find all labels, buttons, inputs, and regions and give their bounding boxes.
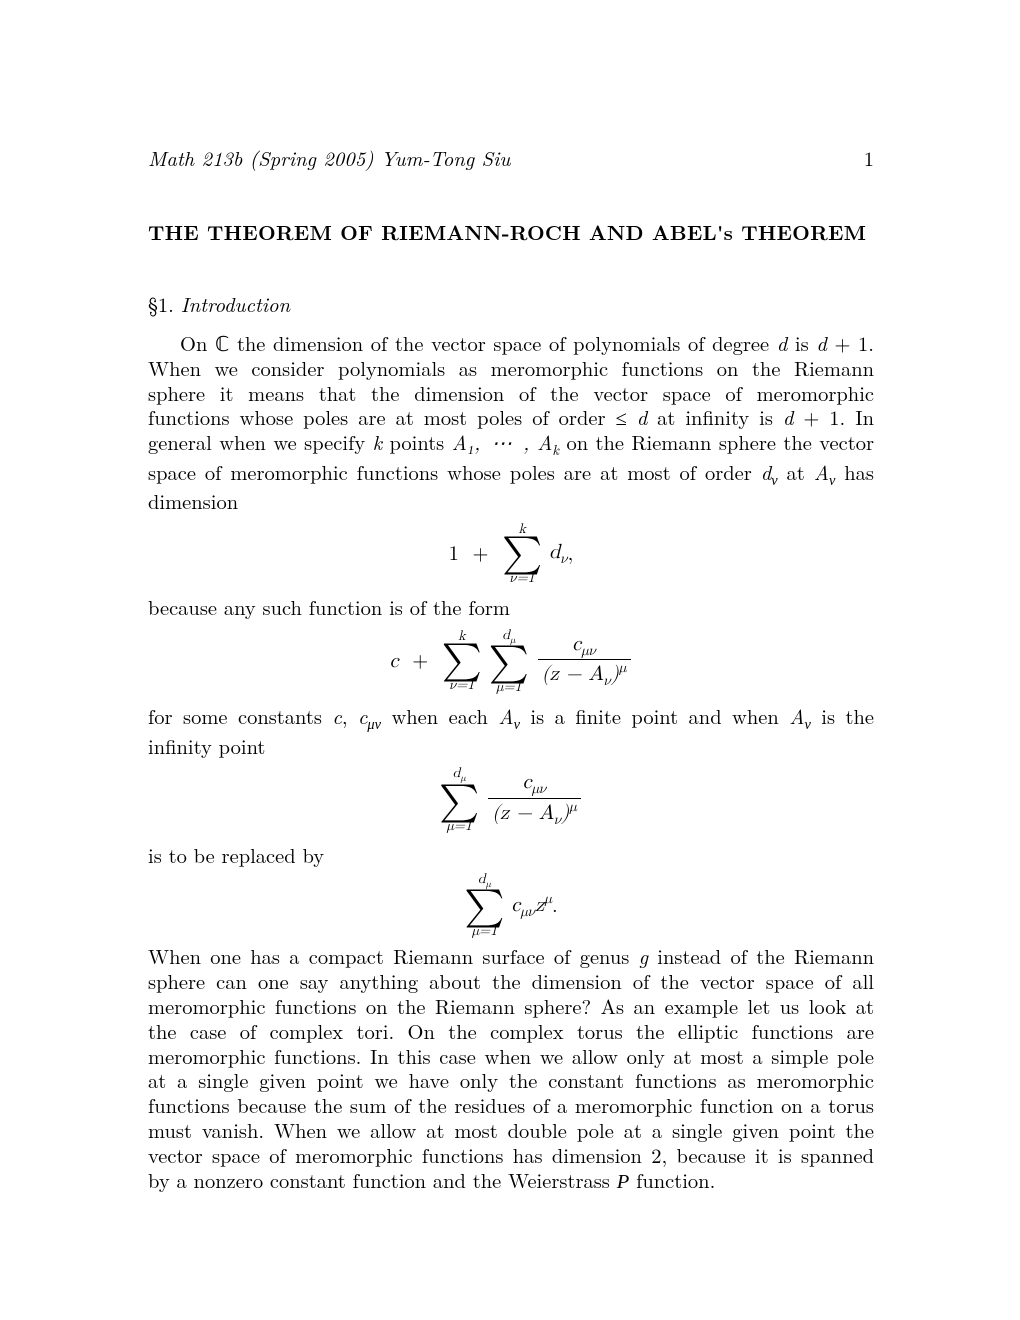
math-var: A <box>588 663 603 684</box>
paragraph-5: When one has a compact Riemann surface o… <box>148 944 874 1194</box>
math-var: A <box>814 457 829 486</box>
math-sub: ν <box>560 551 567 566</box>
text-run: , <box>342 701 358 730</box>
equation-1: 1 + k ∑ ν=1 dν, <box>148 522 874 585</box>
section-heading: §1. Introduction <box>148 289 874 318</box>
paragraph-2: because any such function is of the form <box>148 595 874 620</box>
sum-symbol: dμ ∑ μ=1 <box>439 766 479 833</box>
paragraph-1: On ℂ the dimension of the vector space o… <box>148 331 874 514</box>
math-var: c <box>572 633 581 654</box>
sum-symbol: k ∑ ν=1 <box>442 629 482 692</box>
text-run: points <box>382 427 452 456</box>
sum-upper: k <box>458 629 465 643</box>
math-var: c <box>358 701 367 730</box>
punct: , <box>568 541 574 566</box>
math-var: c <box>523 771 532 792</box>
math-var: A <box>498 701 513 730</box>
sum-lower-var: μ <box>447 819 454 833</box>
math-var: c <box>389 650 398 671</box>
math-var: A <box>789 701 804 730</box>
math-var: z <box>550 663 559 684</box>
fraction: cμν (z − Aν)μ <box>538 634 631 689</box>
running-header: Math 213b (Spring 2005) Yum-Tong Siu 1 <box>148 143 874 172</box>
sum-upper: k <box>518 522 525 536</box>
math-sub: ν <box>554 812 561 827</box>
math-var: d <box>761 457 771 486</box>
section-number: §1. <box>148 289 174 318</box>
sum-lower-var: ν <box>449 678 456 692</box>
math-var: k <box>373 427 382 456</box>
math-var: c <box>332 701 341 730</box>
math-sup: μ <box>544 891 552 906</box>
sum-lower-var: ν <box>510 571 517 585</box>
equation-2: c + k ∑ ν=1 dμ ∑ μ=1 cμν (z − Aν)μ <box>148 628 874 695</box>
text-run: when each <box>381 701 498 730</box>
section-label: Introduction <box>181 289 290 318</box>
header-left: Math 213b (Spring 2005) Yum-Tong Siu <box>148 143 510 172</box>
math-sub: ν <box>604 673 611 688</box>
sum-symbol: dμ ∑ μ=1 <box>464 872 504 939</box>
math-num: 1 <box>449 541 459 566</box>
document-title: THE THEOREM OF RIEMANN-ROCH AND ABEL's T… <box>148 218 874 247</box>
text-run: is a finite point and when <box>520 701 789 730</box>
page-number: 1 <box>864 143 874 172</box>
sum-lower-var: μ <box>496 680 503 694</box>
math-var: A₁, ⋯ , A <box>452 427 553 456</box>
sum-symbol: k ∑ ν=1 <box>502 522 542 585</box>
math-var: z <box>535 894 544 915</box>
equation-3: dμ ∑ μ=1 cμν (z − Aν)μ <box>148 766 874 833</box>
sum-lower-var: μ <box>472 924 479 938</box>
text-run: at <box>778 457 814 486</box>
fraction: cμν (z − Aν)μ <box>488 772 581 827</box>
math-var: A <box>539 802 554 823</box>
text-run: for some constants <box>148 701 332 730</box>
math-sup: μ <box>569 799 577 814</box>
math-var: z <box>500 802 509 823</box>
math-sup: μ <box>619 660 627 675</box>
sum-symbol: dμ ∑ μ=1 <box>489 628 529 695</box>
math-var: d <box>549 541 560 562</box>
equation-4: dμ ∑ μ=1 cμνzμ. <box>148 872 874 939</box>
paragraph-3: for some constants c, cμν when each Aν i… <box>148 704 874 758</box>
paragraph-4: is to be replaced by <box>148 843 874 868</box>
